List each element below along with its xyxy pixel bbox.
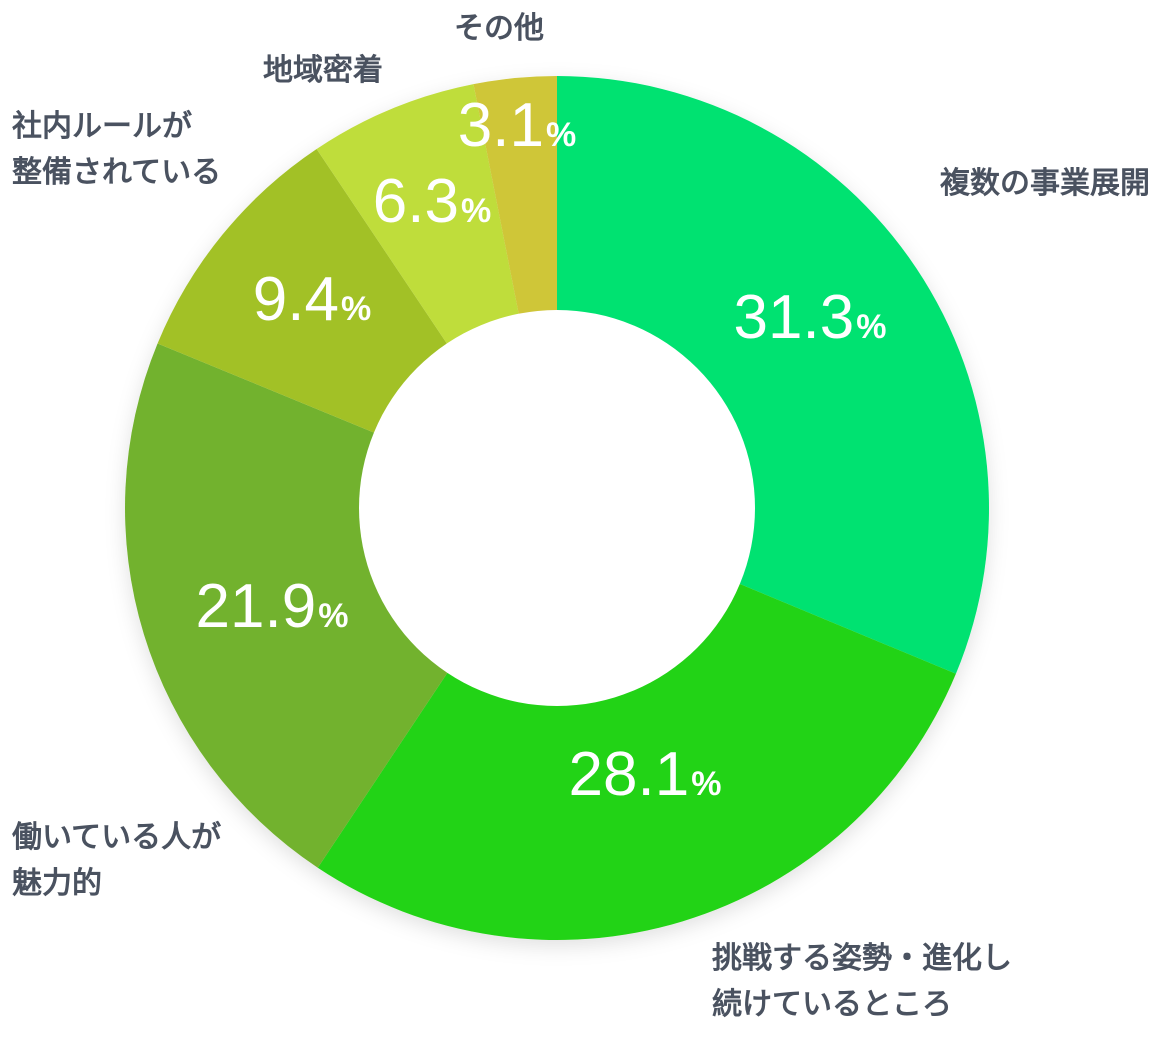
slice-value-number: 28.1 — [569, 740, 690, 809]
slice-category-line: その他 — [454, 11, 544, 46]
slice-value-unit: % — [341, 290, 371, 328]
slice-value-number: 21.9 — [196, 572, 317, 641]
slice-category-line: 整備されている — [12, 155, 221, 190]
slice-category-line: 続けているところ — [712, 987, 952, 1022]
category-labels: 複数の事業展開挑戦する姿勢・進化し続けているところ働いている人が魅力的社内ルール… — [11, 11, 1150, 1022]
slice-category-label: 働いている人が魅力的 — [11, 820, 221, 901]
donut-hole — [359, 310, 755, 706]
slice-category-label: 社内ルールが整備されている — [12, 109, 221, 190]
slice-value-label: 28.1% — [569, 740, 722, 809]
slice-value-number: 3.1 — [458, 91, 544, 160]
slice-value-label: 21.9% — [196, 572, 349, 641]
slice-value-label: 6.3% — [373, 167, 491, 236]
slice-value-number: 31.3 — [734, 283, 855, 352]
slice-value-unit: % — [461, 192, 491, 230]
slice-category-line: 地域密着 — [263, 53, 383, 88]
slice-value-number: 6.3 — [373, 167, 459, 236]
slice-category-line: 社内ルールが — [12, 109, 192, 144]
slice-value-unit: % — [691, 765, 721, 803]
slice-value-unit: % — [856, 308, 886, 346]
slice-value-label: 9.4% — [253, 265, 371, 334]
slice-category-label: 地域密着 — [263, 53, 383, 88]
slice-value-label: 3.1% — [458, 91, 576, 160]
slice-value-unit: % — [318, 597, 348, 635]
slice-value-label: 31.3% — [734, 283, 887, 352]
value-labels: 31.3%28.1%21.9%9.4%6.3%3.1% — [196, 91, 887, 809]
slice-value-number: 9.4 — [253, 265, 339, 334]
slice-category-line: 挑戦する姿勢・進化し — [712, 941, 1012, 976]
slice-value-unit: % — [546, 116, 576, 154]
slice-category-label: その他 — [454, 11, 544, 46]
slice-category-line: 魅力的 — [12, 866, 102, 901]
slice-category-line: 複数の事業展開 — [940, 166, 1150, 201]
slice-category-label: 挑戦する姿勢・進化し続けているところ — [712, 941, 1012, 1022]
slice-category-label: 複数の事業展開 — [940, 166, 1150, 201]
slice-category-line: 働いている人が — [11, 820, 221, 855]
donut-slice — [317, 508, 956, 941]
